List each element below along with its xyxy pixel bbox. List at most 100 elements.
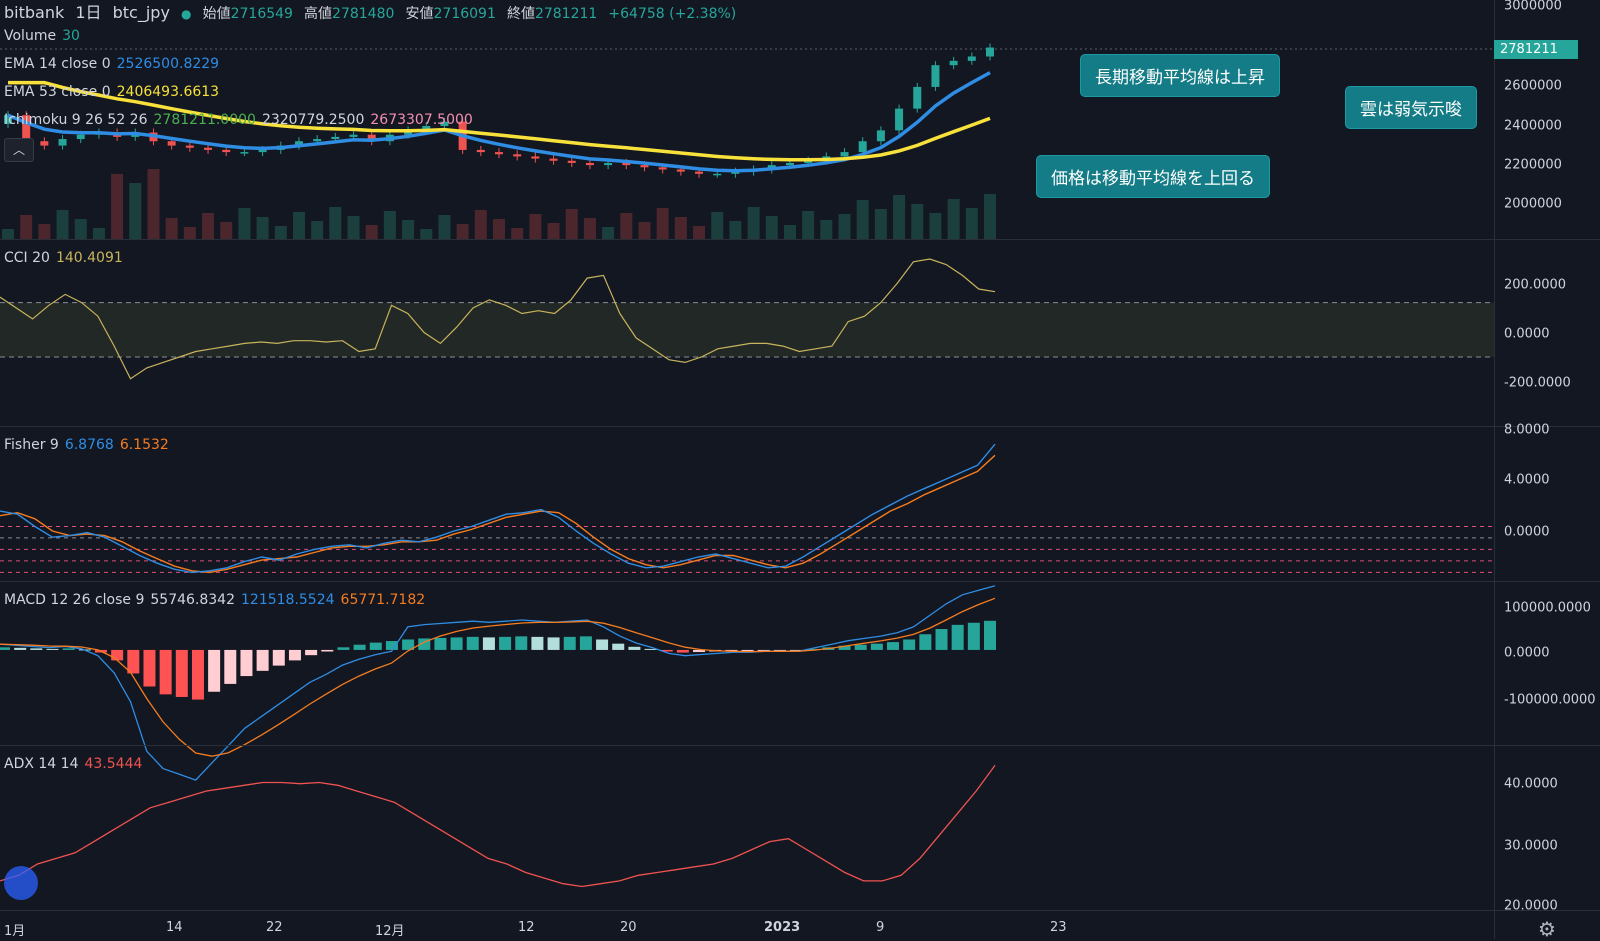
volume-bar <box>820 220 833 239</box>
cci-legend[interactable]: CCI 20 140.4091 <box>4 250 129 266</box>
volume-bar <box>638 222 651 239</box>
macd-histogram-bar <box>741 649 754 651</box>
macd-histogram-bar <box>46 648 59 650</box>
volume-bar <box>965 208 978 239</box>
fisher-legend[interactable]: Fisher 9 6.8768 6.1532 <box>4 437 175 453</box>
fisher-value-1: 6.8768 <box>64 437 114 453</box>
candle-body <box>967 56 976 61</box>
exchange-name: bitbank <box>4 3 65 22</box>
pane-divider <box>0 426 1600 427</box>
volume-bar <box>547 223 560 239</box>
close-label: 終値 <box>506 6 535 22</box>
ema53-legend[interactable]: EMA 53 close 0 2406493.6613 <box>4 84 225 100</box>
volume-bar <box>420 229 433 239</box>
candle-body <box>604 162 613 166</box>
macd-histogram-bar <box>547 637 560 650</box>
candle-body <box>785 162 794 166</box>
time-tick-label: 23 <box>1050 920 1067 935</box>
volume-bar <box>493 219 505 239</box>
callout-cloud: 雲は弱気示唆 <box>1345 86 1477 129</box>
volume-bar <box>20 215 33 239</box>
ema14-value: 2526500.8229 <box>116 56 220 72</box>
macd-histogram-bar <box>127 649 140 674</box>
candle-body <box>913 86 922 109</box>
symbol-name: btc_jpy <box>112 3 170 22</box>
fisher-line <box>0 443 996 574</box>
ichimoku-value-1: 2781211.0000 <box>153 112 256 128</box>
candle-body <box>58 139 67 146</box>
volume-bar <box>747 207 760 239</box>
volume-bar <box>165 218 178 239</box>
pane-divider <box>0 745 1600 746</box>
candle-body <box>949 60 958 66</box>
adx-line <box>0 765 996 888</box>
macd-histogram-bar <box>482 637 495 650</box>
macd-histogram-bar <box>369 642 382 650</box>
volume-bar <box>129 183 142 239</box>
macd-histogram-bar <box>288 649 301 661</box>
candle-body <box>294 141 303 146</box>
candle-body <box>658 167 667 170</box>
volume-legend[interactable]: Volume 30 <box>4 28 86 44</box>
macd-histogram-bar <box>0 647 10 650</box>
cci-label: CCI 20 <box>4 250 50 266</box>
low-value: 2716091 <box>433 6 496 22</box>
callout-price-above: 価格は移動平均線を上回る <box>1036 155 1270 198</box>
volume-bar <box>438 215 451 239</box>
macd-value-1: 55746.8342 <box>150 592 235 608</box>
gear-icon[interactable]: ⚙ <box>1538 917 1556 941</box>
fisher-value-2: 6.1532 <box>119 437 169 453</box>
candle-body <box>331 136 340 140</box>
volume-bar <box>311 221 324 239</box>
adx-legend[interactable]: ADX 14 14 43.5444 <box>4 756 148 772</box>
candle-body <box>222 149 231 153</box>
macd-histogram-bar <box>272 649 285 666</box>
macd-histogram-bar <box>434 637 447 650</box>
macd-histogram-bar <box>385 641 398 650</box>
candle-body <box>931 65 940 87</box>
adx-tick-label: 30.0000 <box>1504 838 1558 854</box>
change-value: +64758 (+2.38%) <box>608 6 737 22</box>
adx-label: ADX 14 14 <box>4 756 79 772</box>
time-tick-label: 20 <box>620 920 637 935</box>
tradingview-logo-icon[interactable] <box>4 866 38 900</box>
macd-tick-label: -100000.0000 <box>1504 692 1596 708</box>
high-label: 高値 <box>304 6 333 22</box>
ema53-value: 2406493.6613 <box>116 84 220 100</box>
macd-histogram-bar <box>353 644 366 650</box>
macd-histogram-bar <box>515 636 528 650</box>
cci-tick-label: -200.0000 <box>1504 375 1571 391</box>
ema14-legend[interactable]: EMA 14 close 0 2526500.8229 <box>4 56 225 72</box>
ichimoku-legend[interactable]: Ichimoku 9 26 52 26 2781211.0000 2320779.2… <box>4 112 479 128</box>
macd-histogram-bar <box>30 648 43 650</box>
macd-histogram-bar <box>757 649 770 651</box>
collapse-legend-button[interactable]: ︿ <box>4 138 34 162</box>
volume-bar <box>202 213 215 239</box>
symbol-header[interactable]: bitbank 1日 btc_jpy ● 始値2716549 高値2781480… <box>4 0 742 23</box>
volume-bar <box>38 224 51 239</box>
macd-histogram-bar <box>790 649 803 651</box>
volume-bar <box>783 225 796 239</box>
candle-body <box>676 169 685 172</box>
high-value: 2781480 <box>332 6 395 22</box>
price-axis-divider <box>1494 0 1495 939</box>
volume-value: 30 <box>62 28 80 44</box>
macd-legend[interactable]: MACD 12 26 close 9 55746.8342 121518.5524 6… <box>4 592 431 608</box>
chevron-up-icon: ︿ <box>12 143 25 157</box>
macd-histogram-bar <box>191 649 204 700</box>
volume-bar <box>92 228 105 239</box>
volume-bar <box>893 195 906 239</box>
macd-histogram-bar <box>466 636 479 650</box>
interval-label[interactable]: 1日 <box>75 3 102 22</box>
candle-body <box>585 162 594 166</box>
candle-body <box>240 152 249 154</box>
candle-body <box>804 160 813 163</box>
time-tick-label: 2023 <box>764 920 801 935</box>
macd-value-3: 65771.7182 <box>340 592 426 608</box>
macd-histogram-bar <box>321 649 334 652</box>
volume-bar <box>111 174 124 239</box>
volume-bar <box>729 221 742 239</box>
pane-divider <box>0 910 1600 911</box>
candle-body <box>731 171 740 174</box>
volume-bar <box>474 210 487 239</box>
